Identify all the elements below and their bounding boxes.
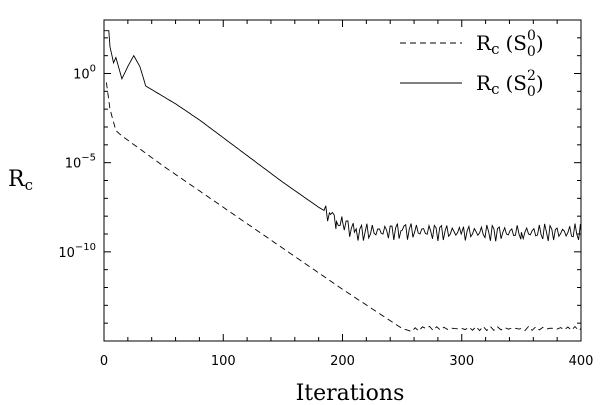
plot-area-frame <box>103 19 582 342</box>
legend-text-series-2: Rc (S2 0) <box>476 68 544 100</box>
legend-2-paren: (S <box>505 71 527 95</box>
legend-2-r: R <box>476 71 492 95</box>
series-line-2 <box>104 30 582 242</box>
x-tick-label-0: 0 <box>100 354 108 369</box>
y-axis-ticks: 100 10−5 10−10 <box>58 19 581 342</box>
y-tick-label-0: 100 <box>73 64 96 83</box>
x-tick-label-2: 200 <box>330 354 355 369</box>
legend-text-series-1: Rc (S0 0) <box>476 28 544 60</box>
legend-1-sup: 0 <box>527 28 536 44</box>
legend: Rc (S0 0) Rc (S2 0) <box>400 28 544 100</box>
y-tick-label-2: 10−10 <box>58 242 96 261</box>
legend-2-sub2: 0 <box>527 84 536 100</box>
y-axis-label: Rc <box>8 167 33 194</box>
legend-1-close: ) <box>536 31 544 55</box>
legend-1-paren: (S <box>505 31 527 55</box>
y-tick-label-1: 10−5 <box>65 153 96 172</box>
legend-1-sub2: 0 <box>527 44 536 60</box>
x-tick-label-1: 100 <box>211 354 236 369</box>
legend-1-r: R <box>476 31 492 55</box>
legend-2-close: ) <box>536 71 544 95</box>
series-layer <box>104 30 582 333</box>
x-axis-ticks: 0 100 200 300 400 <box>100 20 594 369</box>
y-axis-label-main: R <box>8 167 26 192</box>
x-tick-label-4: 400 <box>569 354 594 369</box>
x-tick-label-3: 300 <box>449 354 474 369</box>
series-line-1 <box>105 82 582 333</box>
x-axis-label: Iterations <box>296 381 405 405</box>
legend-2-sup: 2 <box>527 68 536 84</box>
legend-1-sub: c <box>491 40 499 58</box>
legend-2-sub: c <box>491 80 499 98</box>
y-axis-label-subscript: c <box>25 176 33 194</box>
